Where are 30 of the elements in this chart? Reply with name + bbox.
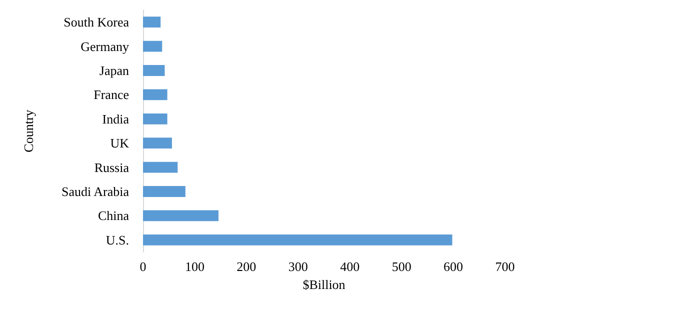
y-tick-label: China: [98, 208, 130, 224]
bar: [143, 162, 178, 173]
y-tick-label: Russia: [94, 160, 130, 175]
bar: [143, 40, 162, 52]
bar: [143, 186, 186, 197]
y-tick-label: France: [94, 87, 130, 102]
x-tick-label: 500: [392, 259, 412, 274]
y-tick-label: Germany: [80, 38, 130, 54]
bar: [143, 113, 168, 124]
x-tick-label: 300: [288, 259, 308, 274]
x-tick-label: 0: [140, 259, 146, 274]
y-tick-label: Saudi Arabia: [61, 184, 130, 199]
y-tick-label: India: [102, 111, 130, 126]
bar: [143, 89, 168, 100]
bar: [143, 65, 165, 76]
bar: [143, 234, 452, 246]
x-tick-label: 400: [340, 259, 360, 274]
y-tick-label: Japan: [99, 63, 130, 78]
bar: [143, 138, 172, 149]
x-tick-label: 700: [495, 259, 515, 274]
bar: [143, 210, 219, 222]
y-axis-title: Country: [21, 109, 36, 152]
x-tick-label: 100: [184, 259, 204, 274]
bar: [143, 16, 161, 28]
y-tick-label: South Korea: [64, 14, 130, 30]
x-tick-label: 200: [236, 259, 256, 274]
y-tick-label: U.S.: [106, 232, 129, 248]
y-tick-label: UK: [110, 136, 130, 151]
x-axis-title: $Billion: [302, 276, 346, 292]
x-tick-label: 600: [444, 259, 464, 274]
